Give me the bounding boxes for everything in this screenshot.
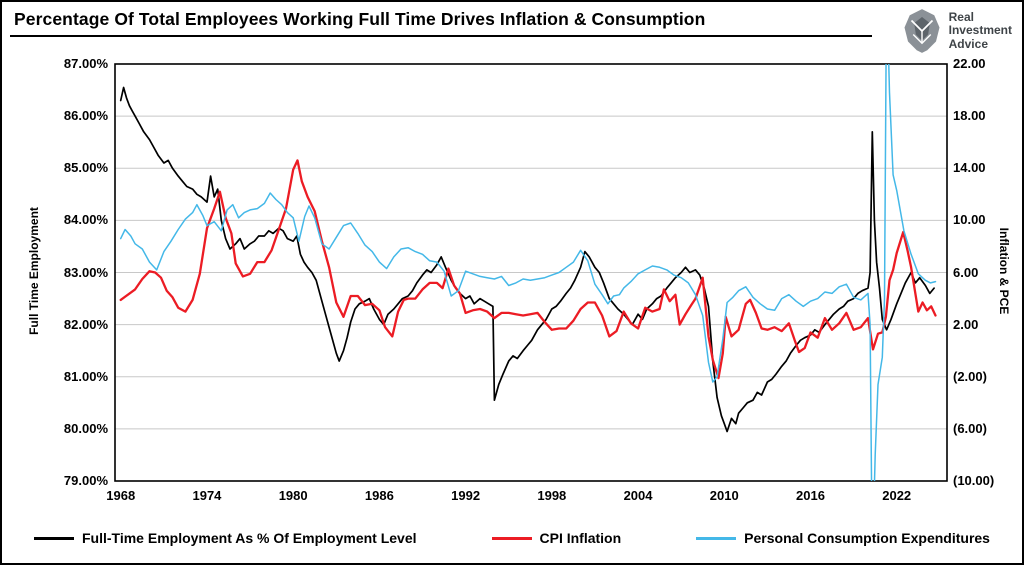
- legend-swatch-full-time-employment: [34, 536, 74, 540]
- legend-label-cpi-inflation: CPI Inflation: [539, 530, 622, 546]
- logo-line-1: Real: [948, 10, 974, 24]
- left-axis-tick-label: 87.00%: [63, 56, 108, 71]
- title-rule: [10, 35, 872, 37]
- right-axis-title: Inflation & PCE: [997, 227, 1011, 315]
- legend: Full-Time Employment As % Of Employment …: [12, 518, 1012, 558]
- logo-line-3: Advice: [948, 36, 988, 51]
- series-line-full-time-employment: [119, 86, 935, 433]
- right-axis-tick-label: 18.00: [953, 108, 986, 124]
- x-axis-tick-label: 1974: [192, 488, 222, 503]
- left-axis-title: Full Time Employment: [27, 207, 41, 335]
- left-axis-tick-label: 82.00%: [63, 316, 108, 332]
- x-axis-tick-label: 2022: [882, 488, 912, 503]
- chart-title: Percentage Of Total Employees Working Fu…: [14, 9, 706, 29]
- legend-label-full-time-employment: Full-Time Employment As % Of Employment …: [82, 530, 417, 546]
- x-axis-tick-label: 2016: [796, 488, 825, 503]
- left-axis-tick-label: 79.00%: [63, 473, 108, 488]
- series-line-pce: [119, 64, 937, 481]
- legend-label-pce: Personal Consumption Expenditures: [744, 530, 990, 546]
- legend-item-cpi-inflation: CPI Inflation: [491, 530, 622, 546]
- x-axis-tick-label: 2004: [623, 488, 653, 503]
- right-axis-tick-label: 10.00: [953, 212, 986, 228]
- legend-item-pce: Personal Consumption Expenditures: [696, 530, 990, 546]
- right-axis-tick-label: 2.00: [953, 316, 979, 332]
- x-axis-tick-label: 2010: [709, 488, 739, 503]
- right-axis-tick-label: 22.00: [953, 56, 986, 71]
- series-line-cpi-inflation: [119, 159, 937, 380]
- left-axis-tick-label: 81.00%: [63, 368, 108, 384]
- x-axis-tick-label: 1992: [451, 488, 481, 503]
- x-axis-tick-label: 1986: [364, 488, 394, 503]
- right-axis-tick-label: 6.00: [953, 264, 979, 280]
- right-axis-tick-label: (6.00): [953, 420, 987, 436]
- left-axis-tick-label: 83.00%: [63, 264, 108, 280]
- x-axis-tick-label: 1980: [278, 488, 308, 503]
- legend-swatch-cpi-inflation: [491, 536, 532, 540]
- logo-text: Real Investment Advice: [949, 8, 1012, 51]
- plot-border: [114, 63, 948, 482]
- left-axis-tick-label: 85.00%: [63, 160, 108, 176]
- right-axis-tick-label: (2.00): [953, 368, 987, 384]
- x-axis-tick-label: 1968: [106, 488, 136, 503]
- left-axis-tick-label: 84.00%: [63, 212, 108, 228]
- legend-item-full-time-employment: Full-Time Employment As % Of Employment …: [34, 530, 417, 546]
- lion-icon: [904, 9, 940, 53]
- left-axis-tick-label: 86.00%: [63, 108, 108, 124]
- x-axis-tick-label: 1998: [537, 488, 567, 503]
- right-axis-tick-label: 14.00: [953, 160, 986, 176]
- logo-line-2: Investment: [948, 23, 1012, 38]
- legend-swatch-pce: [696, 536, 737, 540]
- right-axis-tick-label: (10.00): [953, 473, 995, 488]
- left-axis-tick-label: 80.00%: [63, 420, 108, 436]
- ria-logo: Real Investment Advice: [901, 8, 1012, 54]
